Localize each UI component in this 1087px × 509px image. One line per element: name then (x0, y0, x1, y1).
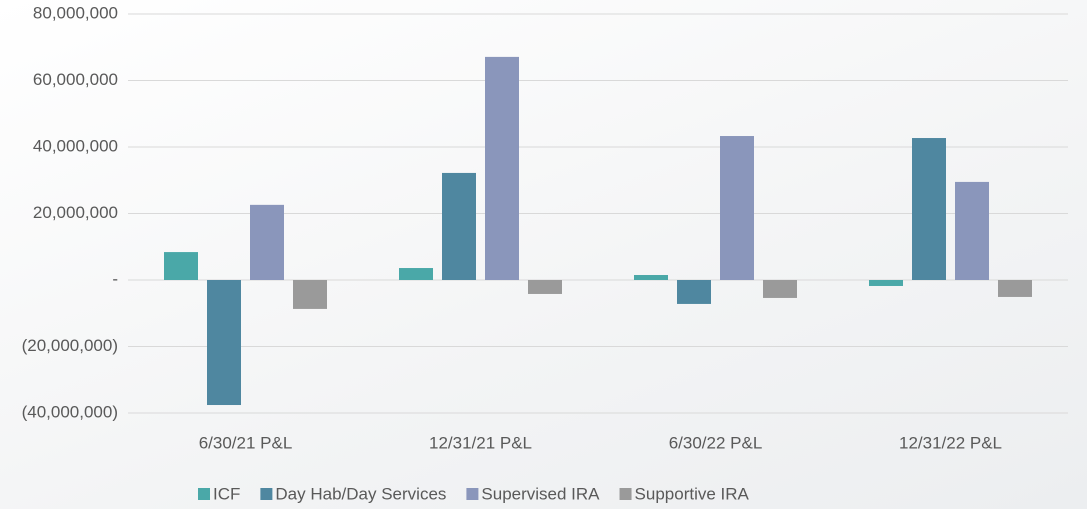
x-tick-label: 12/31/22 P&L (899, 433, 1002, 452)
y-tick-label: 60,000,000 (33, 70, 118, 89)
y-tick-label: (40,000,000) (22, 402, 118, 421)
legend-swatch (260, 488, 273, 500)
y-tick-label: (20,000,000) (22, 336, 118, 355)
legend-label: ICF (213, 484, 240, 503)
y-tick-label: 40,000,000 (33, 136, 118, 155)
bar (207, 280, 241, 406)
legend-swatch (619, 488, 632, 500)
bar (485, 56, 519, 280)
bar (763, 280, 797, 298)
legend-label: Supervised IRA (481, 484, 600, 503)
legend-label: Day Hab/Day Services (275, 484, 446, 503)
bar (869, 280, 903, 286)
x-tick-label: 6/30/21 P&L (199, 433, 293, 452)
bar (164, 252, 198, 280)
bar (720, 136, 754, 280)
bar (998, 280, 1032, 297)
bar (528, 280, 562, 294)
bar (250, 204, 284, 280)
legend-swatch (198, 488, 210, 500)
bar (399, 268, 433, 280)
bar (677, 280, 711, 304)
bar (442, 172, 476, 280)
bar (293, 280, 327, 309)
bar (634, 275, 668, 280)
x-tick-label: 12/31/21 P&L (429, 433, 532, 452)
legend-swatch (466, 488, 479, 500)
x-tick-label: 6/30/22 P&L (669, 433, 763, 452)
y-tick-label: 80,000,000 (33, 3, 118, 22)
y-tick-label: - (112, 269, 118, 288)
bar (955, 181, 989, 280)
legend-label: Supportive IRA (635, 484, 750, 503)
bar (912, 138, 946, 280)
y-tick-label: 20,000,000 (33, 203, 118, 222)
